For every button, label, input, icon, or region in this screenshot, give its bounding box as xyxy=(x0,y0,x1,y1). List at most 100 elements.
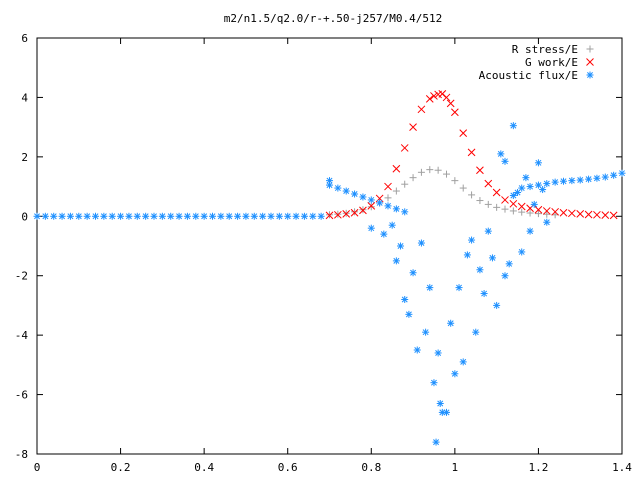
point-star xyxy=(493,301,501,309)
chart-title: m2/n1.5/q2.0/r-+.50-j257/M0.4/512 xyxy=(224,12,443,25)
point-star xyxy=(392,257,400,265)
legend-marker xyxy=(586,71,594,79)
point-star xyxy=(436,399,444,407)
x-tick-label: 0.6 xyxy=(278,461,298,474)
point-star xyxy=(522,174,530,182)
point-star xyxy=(242,212,250,220)
point-cross xyxy=(442,93,451,102)
point-plus xyxy=(434,166,442,174)
point-star xyxy=(434,349,442,357)
point-star xyxy=(351,190,359,198)
point-star xyxy=(426,284,434,292)
point-star xyxy=(250,212,258,220)
point-star xyxy=(326,177,333,185)
point-star xyxy=(455,284,463,292)
point-star xyxy=(225,212,233,220)
point-star xyxy=(388,221,396,229)
point-star xyxy=(309,212,317,220)
point-star xyxy=(551,178,559,186)
point-star xyxy=(401,208,409,216)
point-star xyxy=(509,122,517,130)
point-star xyxy=(133,212,141,220)
point-cross xyxy=(325,211,334,220)
point-star xyxy=(451,370,459,378)
point-star xyxy=(367,224,375,232)
x-tick-label: 1 xyxy=(452,461,459,474)
point-cross xyxy=(367,202,376,210)
point-cross xyxy=(459,129,468,137)
point-cross xyxy=(400,144,409,152)
point-cross xyxy=(359,206,367,215)
point-plus xyxy=(509,207,517,215)
point-plus xyxy=(534,210,542,218)
point-plus xyxy=(409,174,417,182)
y-tick-label: -4 xyxy=(15,329,29,342)
point-cross xyxy=(542,207,551,215)
point-plus xyxy=(367,203,375,211)
point-star xyxy=(100,212,108,220)
point-star xyxy=(576,176,584,184)
x-tick-label: 0.2 xyxy=(111,461,131,474)
legend-marker xyxy=(586,58,594,66)
point-star xyxy=(326,181,333,189)
point-star xyxy=(463,251,471,259)
point-star xyxy=(484,227,492,235)
point-star xyxy=(300,212,308,220)
point-cross xyxy=(342,210,351,218)
point-star xyxy=(417,239,425,247)
point-star xyxy=(234,212,242,220)
point-star xyxy=(480,290,488,298)
point-cross xyxy=(484,179,493,188)
point-star xyxy=(443,408,450,416)
point-star xyxy=(192,212,200,220)
x-tick-label: 1.2 xyxy=(528,461,548,474)
point-star xyxy=(158,212,166,220)
point-star xyxy=(560,177,567,185)
point-star xyxy=(200,212,208,220)
point-star xyxy=(292,212,300,220)
point-cross xyxy=(501,196,509,204)
x-tick-label: 0.8 xyxy=(361,461,381,474)
point-plus xyxy=(417,168,425,176)
point-cross xyxy=(392,164,401,173)
point-star xyxy=(497,150,505,158)
point-cross xyxy=(430,92,438,100)
point-star xyxy=(334,184,342,192)
point-cross xyxy=(492,188,501,197)
point-plus xyxy=(468,191,476,199)
point-cross xyxy=(568,209,576,218)
point-star xyxy=(422,328,430,336)
point-star xyxy=(526,183,534,191)
y-tick-label: -2 xyxy=(15,270,28,283)
point-star xyxy=(150,212,158,220)
point-cross xyxy=(551,207,559,216)
point-star xyxy=(468,236,476,244)
point-star xyxy=(501,157,509,165)
point-plus xyxy=(351,208,359,216)
point-star xyxy=(430,379,438,387)
point-star xyxy=(183,212,191,220)
point-star xyxy=(518,248,526,256)
plot-frame xyxy=(36,37,623,455)
point-star xyxy=(601,173,609,181)
point-star xyxy=(58,212,66,220)
point-star xyxy=(108,212,116,220)
point-star xyxy=(476,266,484,274)
point-cross xyxy=(384,182,392,191)
y-tick-label: -6 xyxy=(15,389,28,402)
x-tick-label: 1.4 xyxy=(612,461,632,474)
point-cross xyxy=(446,99,455,108)
point-cross xyxy=(559,208,568,217)
legend-label: G work/E xyxy=(525,56,578,69)
point-plus xyxy=(392,187,400,195)
point-star xyxy=(392,205,400,213)
point-star xyxy=(585,175,593,183)
point-star xyxy=(92,212,99,220)
point-star xyxy=(259,212,267,220)
point-cross xyxy=(417,105,426,114)
point-cross xyxy=(509,199,518,208)
point-star xyxy=(397,242,405,250)
point-cross xyxy=(517,202,526,211)
point-plus xyxy=(401,180,409,188)
